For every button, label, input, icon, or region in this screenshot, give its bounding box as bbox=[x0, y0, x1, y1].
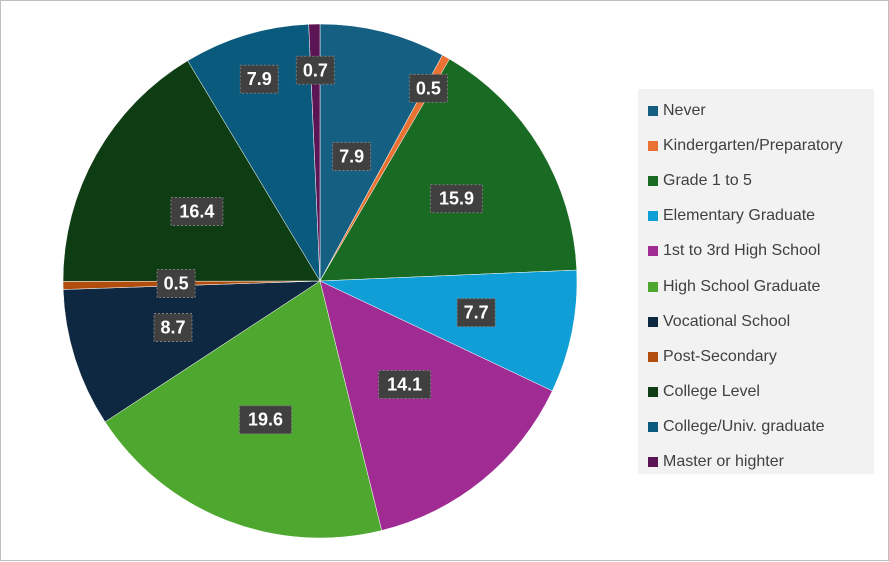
pie-slice-7 bbox=[62, 280, 321, 423]
legend-label: Master or highter bbox=[663, 453, 784, 471]
legend-swatch bbox=[648, 387, 658, 398]
legend-swatch bbox=[648, 105, 658, 116]
legend-swatch bbox=[648, 246, 658, 257]
legend-item: High School Graduate bbox=[638, 269, 874, 304]
svg-text:7.9: 7.9 bbox=[247, 69, 272, 89]
data-label-11: 0.7 bbox=[295, 55, 335, 85]
legend-label: Kindergarten/Preparatory bbox=[663, 136, 843, 154]
legend-label: Post-Secondary bbox=[663, 347, 777, 365]
pie-slice-3 bbox=[319, 58, 578, 282]
legend-swatch bbox=[648, 211, 658, 222]
legend-item: Grade 1 to 5 bbox=[638, 163, 874, 198]
svg-text:0.5: 0.5 bbox=[416, 78, 441, 98]
legend-item: College/Univ. graduate bbox=[638, 410, 874, 445]
legend-swatch bbox=[648, 140, 658, 151]
legend-item: Kindergarten/Preparatory bbox=[638, 128, 874, 163]
data-label-2: 0.5 bbox=[408, 73, 448, 103]
svg-text:19.6: 19.6 bbox=[248, 410, 283, 430]
legend-label: High School Graduate bbox=[663, 277, 821, 295]
data-label-9: 16.4 bbox=[170, 196, 224, 226]
data-label-4: 7.7 bbox=[456, 298, 496, 328]
legend-label: Never bbox=[663, 101, 706, 119]
pie-slice-5 bbox=[319, 280, 553, 531]
legend-item: Vocational School bbox=[638, 304, 874, 339]
pie-slice-4 bbox=[319, 269, 578, 392]
legend-item: Master or highter bbox=[638, 445, 874, 480]
legend-swatch bbox=[648, 281, 658, 292]
legend-item: Never bbox=[638, 93, 874, 128]
data-label-10: 7.9 bbox=[239, 64, 279, 94]
svg-text:14.1: 14.1 bbox=[387, 374, 422, 394]
legend-label: College Level bbox=[663, 383, 760, 401]
legend-item: Elementary Graduate bbox=[638, 199, 874, 234]
data-label-8: 0.5 bbox=[156, 268, 196, 298]
svg-text:0.7: 0.7 bbox=[303, 60, 328, 80]
svg-text:15.9: 15.9 bbox=[439, 189, 474, 209]
pie-slice-11 bbox=[308, 23, 321, 282]
data-label-7: 8.7 bbox=[153, 313, 193, 343]
svg-text:8.7: 8.7 bbox=[160, 318, 185, 338]
legend-swatch bbox=[648, 316, 658, 327]
pie-slice-9 bbox=[62, 60, 321, 282]
data-label-1: 7.9 bbox=[332, 141, 372, 171]
legend-swatch bbox=[648, 351, 658, 362]
data-label-6: 19.6 bbox=[239, 405, 293, 435]
legend-label: Elementary Graduate bbox=[663, 207, 816, 225]
legend-swatch bbox=[648, 175, 658, 186]
legend-swatch bbox=[648, 422, 658, 433]
legend-item: College Level bbox=[638, 375, 874, 410]
svg-text:16.4: 16.4 bbox=[179, 201, 214, 221]
legend: Never Kindergarten/Preparatory Grade 1 to … bbox=[638, 89, 874, 474]
data-label-5: 14.1 bbox=[378, 369, 432, 399]
svg-text:7.7: 7.7 bbox=[464, 303, 489, 323]
legend-swatch bbox=[648, 457, 658, 468]
svg-text:0.5: 0.5 bbox=[164, 273, 189, 293]
legend-label: Vocational School bbox=[663, 312, 791, 330]
svg-text:7.9: 7.9 bbox=[339, 146, 364, 166]
data-label-3: 15.9 bbox=[429, 184, 483, 214]
legend-item: Post-Secondary bbox=[638, 339, 874, 374]
legend-item: 1st to 3rd High School bbox=[638, 234, 874, 269]
legend-label: 1st to 3rd High School bbox=[663, 242, 821, 260]
pie-slice-10 bbox=[187, 23, 321, 282]
legend-label: Grade 1 to 5 bbox=[663, 171, 752, 189]
legend-label: College/Univ. graduate bbox=[663, 418, 825, 436]
